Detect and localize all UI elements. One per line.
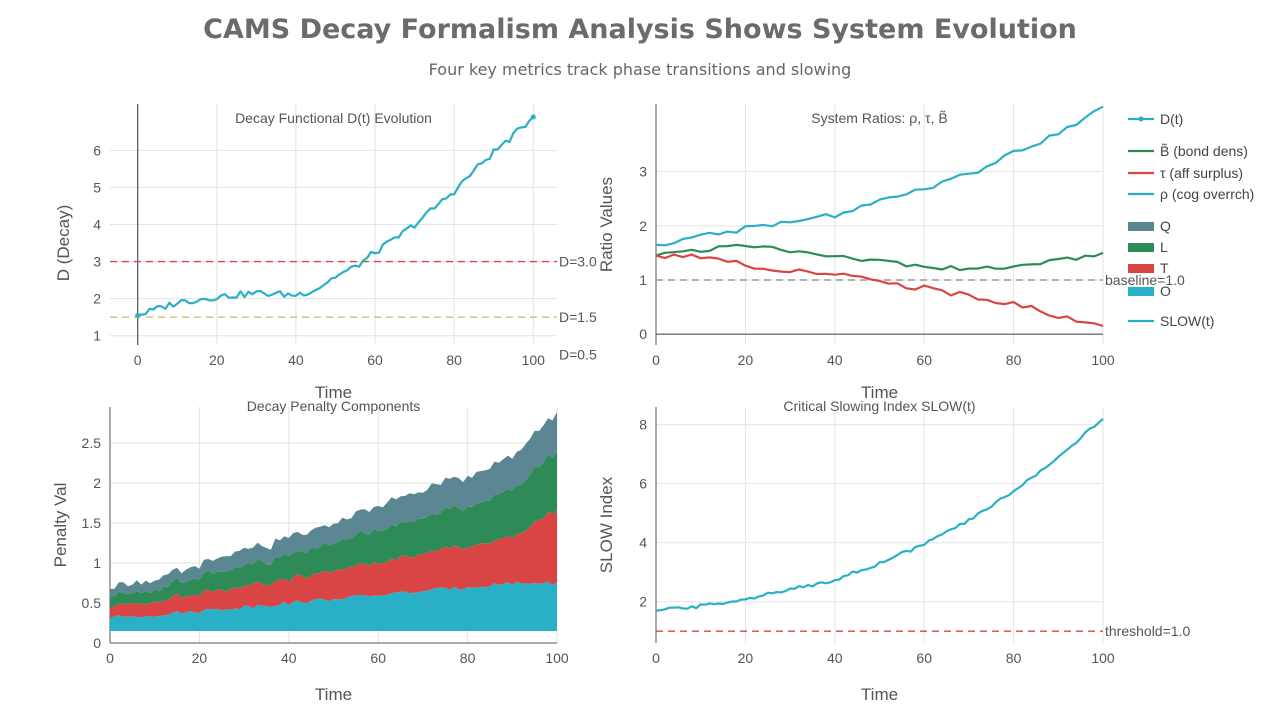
legend-label: L	[1160, 239, 1168, 255]
penalty-x-tick-label: 100	[545, 650, 569, 666]
decay-end-marker	[530, 114, 536, 120]
decay-x-tick-label: 100	[522, 352, 546, 368]
penalty-y-tick-label: 0	[93, 635, 101, 651]
legend-marker	[1138, 116, 1144, 122]
penalty-x-tick-label: 0	[106, 650, 114, 666]
ratios-series-rho	[655, 105, 1104, 247]
decay-x-tick-label: 60	[367, 352, 383, 368]
chart-title: CAMS Decay Formalism Analysis Shows Syst…	[203, 14, 1077, 45]
penalty-area-T	[110, 509, 557, 619]
decay-reference-label: D=3.0	[559, 254, 597, 270]
slow-y-axis-title: SLOW Index	[597, 476, 616, 573]
ratios-y-tick-label: 0	[639, 326, 647, 342]
decay-y-tick-label: 5	[93, 179, 101, 195]
decay-y-tick-label: 3	[93, 254, 101, 270]
ratios-x-tick-label: 60	[916, 352, 932, 368]
decay-panel-title: Decay Functional D(t) Evolution	[235, 110, 432, 126]
legend-swatch-t	[1128, 264, 1154, 273]
decay-y-tick-label: 1	[93, 328, 101, 344]
decay-reference-label: D=1.5	[559, 309, 597, 325]
decay-y-tick-label: 4	[93, 217, 101, 233]
ratios-y-tick-label: 3	[639, 164, 647, 180]
decay-end-marker	[135, 312, 141, 318]
slow-x-tick-label: 20	[738, 650, 754, 666]
legend-label: ρ (cog overrch)	[1160, 186, 1254, 202]
decay-y-tick-label: 2	[93, 291, 101, 307]
ratios-series-bond	[655, 243, 1104, 272]
ratios-panel-title: System Ratios: ρ, τ, B̃	[811, 110, 947, 126]
decay-x-axis-title: Time	[315, 383, 352, 402]
legend-swatch-q	[1128, 222, 1154, 231]
penalty-x-tick-label: 20	[192, 650, 208, 666]
ratios-y-tick-label: 2	[639, 218, 647, 234]
ratios-y-tick-label: 1	[639, 272, 647, 288]
decay-x-tick-label: 80	[446, 352, 462, 368]
decay-x-tick-label: 0	[134, 352, 142, 368]
legend-label: T	[1160, 260, 1169, 276]
penalty-x-tick-label: 40	[281, 650, 297, 666]
legend-swatch-l	[1128, 243, 1154, 252]
penalty-area-Q	[110, 412, 557, 597]
ratios-x-tick-label: 20	[738, 352, 754, 368]
legend-label: O	[1160, 283, 1171, 299]
penalty-y-tick-label: 2	[93, 475, 101, 491]
slow-y-tick-label: 2	[639, 594, 647, 610]
legend-label: D(t)	[1160, 111, 1183, 127]
penalty-panel-title: Decay Penalty Components	[247, 398, 421, 414]
penalty-y-tick-label: 2.5	[82, 435, 102, 451]
penalty-y-tick-label: 1	[93, 555, 101, 571]
ratios-x-tick-label: 0	[652, 352, 660, 368]
decay-x-tick-label: 20	[209, 352, 225, 368]
chart-subtitle: Four key metrics track phase transitions…	[428, 60, 852, 79]
penalty-y-axis-title: Penalty Val	[51, 483, 70, 568]
legend-label: Q	[1160, 218, 1171, 234]
decay-y-tick-label: 6	[93, 142, 101, 158]
ratios-x-axis-title: Time	[861, 383, 898, 402]
penalty-x-tick-label: 60	[370, 650, 386, 666]
legend-label: B̃ (bond dens)	[1160, 143, 1248, 159]
slow-x-tick-label: 60	[916, 650, 932, 666]
slow-x-tick-label: 80	[1006, 650, 1022, 666]
penalty-area-O	[110, 581, 557, 631]
ratios-x-tick-label: 100	[1091, 352, 1115, 368]
penalty-area-L	[110, 452, 557, 608]
ratios-series-tau	[655, 253, 1104, 328]
slow-y-tick-label: 4	[639, 535, 647, 551]
legend-swatch-o	[1128, 287, 1154, 296]
legend-label: τ (aff surplus)	[1160, 165, 1243, 181]
decay-series-d	[137, 116, 535, 317]
ratios-x-tick-label: 40	[827, 352, 843, 368]
decay-x-tick-label: 40	[288, 352, 304, 368]
penalty-y-tick-label: 1.5	[82, 515, 102, 531]
slow-y-tick-label: 6	[639, 476, 647, 492]
penalty-x-tick-label: 80	[460, 650, 476, 666]
ratios-y-axis-title: Ratio Values	[597, 177, 616, 272]
legend-label: SLOW(t)	[1160, 313, 1214, 329]
penalty-y-tick-label: 0.5	[82, 595, 102, 611]
slow-x-tick-label: 100	[1091, 650, 1115, 666]
slow-reference-label: threshold=1.0	[1105, 623, 1190, 639]
slow-panel-title: Critical Slowing Index SLOW(t)	[783, 398, 975, 414]
penalty-x-axis-title: Time	[315, 685, 352, 704]
slow-x-tick-label: 0	[652, 650, 660, 666]
ratios-reference-label: baseline=1.0	[1105, 272, 1185, 288]
slow-x-axis-title: Time	[861, 685, 898, 704]
slow-series-slow	[655, 417, 1104, 612]
slow-x-tick-label: 40	[827, 650, 843, 666]
decay-y-axis-title: D (Decay)	[54, 205, 73, 282]
ratios-x-tick-label: 80	[1006, 352, 1022, 368]
slow-y-tick-label: 8	[639, 417, 647, 433]
decay-reference-label: D=0.5	[559, 346, 597, 362]
